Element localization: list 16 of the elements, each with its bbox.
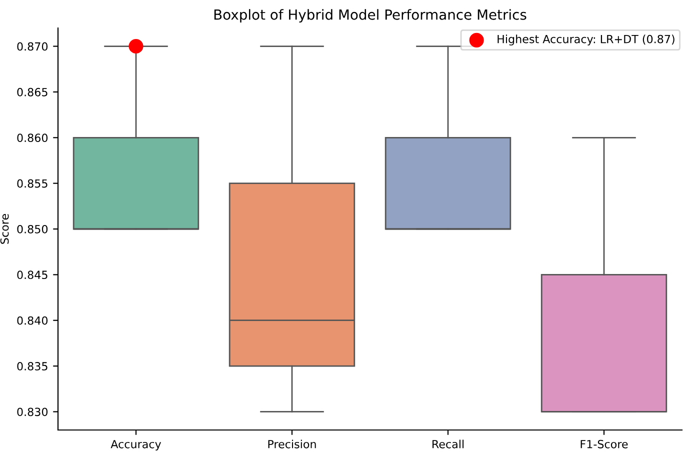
y-tick-label: 0.830 (17, 408, 48, 416)
x-tick-label: Precision (268, 440, 316, 448)
x-tick-label: F1-Score (580, 440, 628, 448)
y-tick-label: 0.850 (17, 224, 48, 234)
y-axis-title: Score (0, 214, 9, 244)
legend-label: Highest Accuracy: LR+DT (0.87) (498, 34, 674, 46)
chart-title: Boxplot of Hybrid Model Performance Metrics (214, 9, 526, 23)
y-tick-label: 0.865 (17, 88, 48, 96)
y-tick-label: 0.835 (17, 362, 48, 370)
y-tick-label: 0.845 (17, 270, 48, 280)
x-tick-label: Accuracy (110, 440, 162, 450)
y-tick-label: 0.855 (17, 179, 48, 188)
y-tick-label: 0.840 (17, 316, 48, 325)
x-tick-label: Recall (432, 440, 464, 448)
y-tick-label: 0.870 (17, 42, 48, 51)
y-tick-label: 0.860 (17, 134, 48, 142)
